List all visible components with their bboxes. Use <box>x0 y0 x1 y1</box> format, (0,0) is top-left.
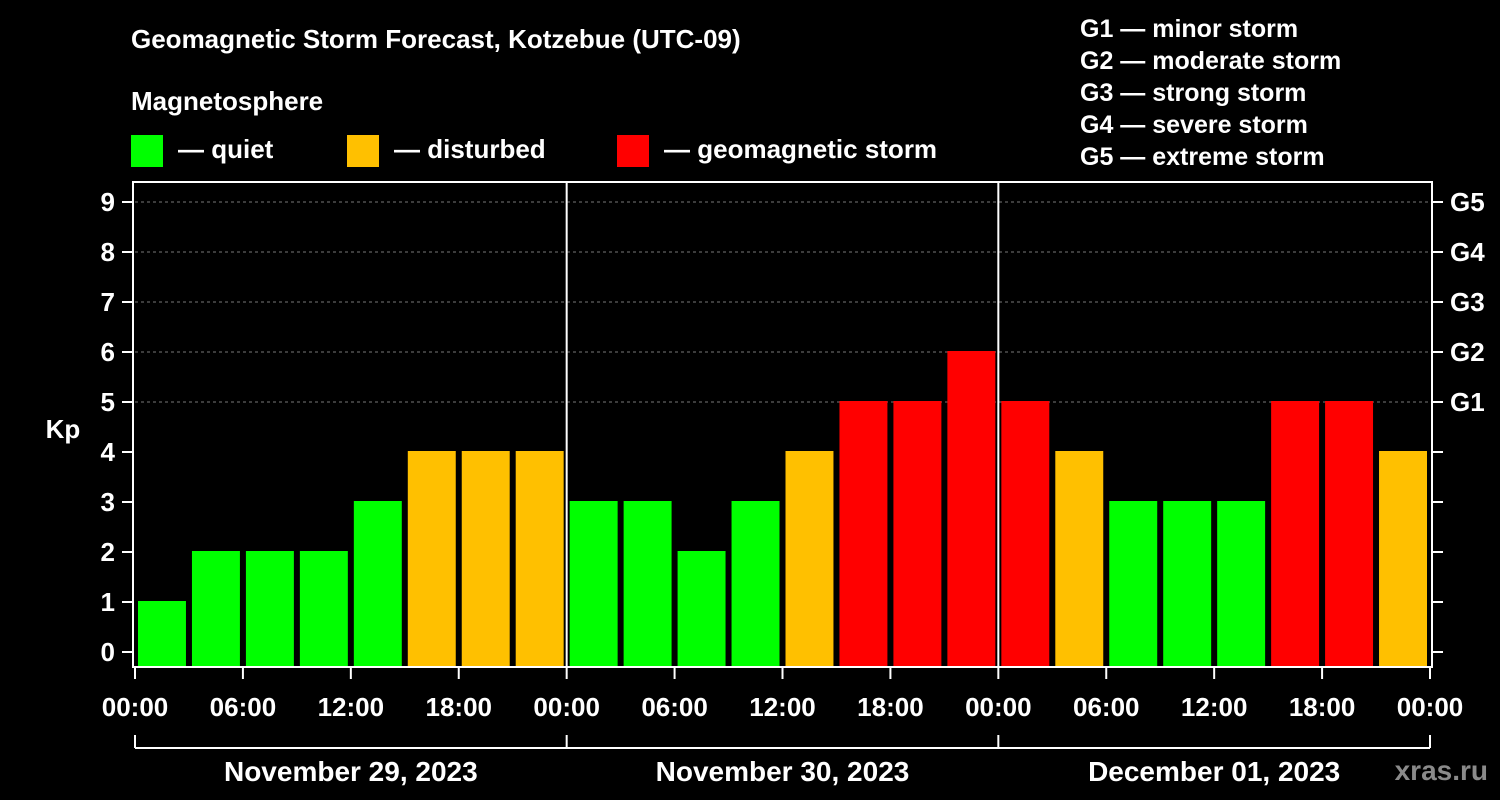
x-tick-label: 18:00 <box>426 692 493 722</box>
y-axis-label: Kp <box>46 414 81 444</box>
kp-bar <box>1055 451 1104 667</box>
day-label: November 29, 2023 <box>224 756 478 787</box>
legend-swatch-storm <box>617 135 649 167</box>
kp-bar <box>785 451 834 667</box>
x-tick-label: 06:00 <box>210 692 277 722</box>
x-tick-label: 00:00 <box>965 692 1032 722</box>
y-tick-label: 3 <box>101 487 115 517</box>
y-tick-label: 5 <box>101 387 115 417</box>
y-tick-label: 4 <box>101 437 116 467</box>
kp-bar <box>893 401 942 667</box>
g-scale-tick-label: G1 <box>1450 387 1485 417</box>
kp-bar <box>353 501 402 667</box>
kp-bar <box>1109 501 1158 667</box>
storm-scale-g3: G3 — strong storm <box>1080 79 1307 107</box>
kp-bar <box>1325 401 1374 667</box>
x-tick-label: 18:00 <box>857 692 924 722</box>
chart-title: Geomagnetic Storm Forecast, Kotzebue (UT… <box>131 24 741 54</box>
kp-bar <box>1217 501 1266 667</box>
kp-bar <box>515 451 564 667</box>
kp-bar <box>138 601 186 667</box>
storm-scale-g2: G2 — moderate storm <box>1080 47 1342 75</box>
kp-bar <box>623 501 672 667</box>
x-tick-label: 06:00 <box>641 692 708 722</box>
kp-bar <box>1001 401 1050 667</box>
kp-bar <box>839 401 888 667</box>
kp-bar <box>569 501 618 667</box>
g-scale-tick-label: G5 <box>1450 187 1485 217</box>
kp-bar <box>299 551 348 667</box>
storm-scale-g4: G4 — severe storm <box>1080 111 1308 139</box>
x-tick-label: 18:00 <box>1289 692 1356 722</box>
day-label: November 30, 2023 <box>656 756 910 787</box>
g-scale-tick-label: G2 <box>1450 337 1485 367</box>
y-tick-label: 7 <box>101 287 115 317</box>
legend-label-storm: — geomagnetic storm <box>664 134 938 164</box>
kp-bar <box>1379 451 1427 667</box>
g-scale-tick-label: G3 <box>1450 287 1485 317</box>
legend-swatch-quiet <box>131 135 163 167</box>
y-tick-label: 8 <box>101 237 115 267</box>
legend-heading: Magnetosphere <box>131 86 324 116</box>
kp-bar <box>677 551 726 667</box>
legend-swatch-disturbed <box>347 135 379 167</box>
storm-scale-g5: G5 — extreme storm <box>1080 143 1325 171</box>
kp-bar <box>731 501 780 667</box>
day-label: December 01, 2023 <box>1088 756 1340 787</box>
watermark: xras.ru <box>1394 755 1488 786</box>
x-tick-label: 00:00 <box>1397 692 1464 722</box>
kp-bar <box>245 551 294 667</box>
x-tick-label: 00:00 <box>102 692 169 722</box>
y-tick-label: 6 <box>101 337 115 367</box>
x-tick-label: 00:00 <box>533 692 600 722</box>
y-tick-label: 9 <box>101 187 115 217</box>
y-tick-label: 1 <box>101 587 115 617</box>
x-tick-label: 06:00 <box>1073 692 1140 722</box>
storm-scale-g1: G1 — minor storm <box>1080 15 1299 43</box>
kp-bar <box>1163 501 1212 667</box>
kp-bar <box>461 451 510 667</box>
kp-bar <box>191 551 240 667</box>
g-scale-tick-label: G4 <box>1450 237 1485 267</box>
y-tick-label: 2 <box>101 537 115 567</box>
x-tick-label: 12:00 <box>318 692 385 722</box>
x-tick-label: 12:00 <box>749 692 816 722</box>
x-tick-label: 12:00 <box>1181 692 1248 722</box>
legend-label-disturbed: — disturbed <box>394 134 546 164</box>
kp-bar <box>407 451 456 667</box>
y-tick-label: 0 <box>101 637 115 667</box>
kp-bar <box>947 351 996 667</box>
kp-bar <box>1271 401 1320 667</box>
legend-label-quiet: — quiet <box>178 134 274 164</box>
